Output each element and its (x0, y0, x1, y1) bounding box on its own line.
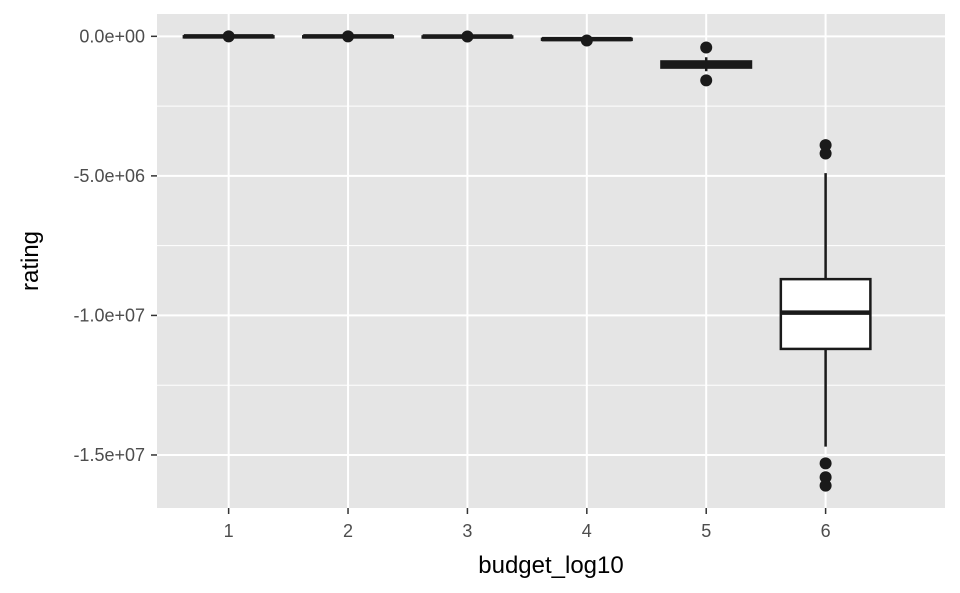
outlier-point (342, 30, 355, 43)
box-category-4 (540, 34, 633, 47)
outlier-point (819, 147, 832, 160)
outlier-point (819, 471, 832, 484)
x-axis-title: budget_log10 (478, 552, 623, 579)
outlier-point (222, 30, 235, 43)
y-tick-label: 0.0e+00 (79, 26, 145, 46)
box-category-1 (182, 30, 275, 43)
outlier-point (819, 457, 832, 470)
x-axis: 1 2 3 4 5 6 (224, 508, 831, 541)
x-tick-label: 3 (462, 521, 472, 541)
box-category-3 (421, 30, 514, 43)
box-category-2 (302, 30, 395, 43)
y-axis: 0.0e+00 -5.0e+06 -1.0e+07 -1.5e+07 (73, 26, 157, 465)
x-tick-label: 5 (701, 521, 711, 541)
x-tick-label: 6 (821, 521, 831, 541)
box-category-5 (660, 41, 753, 87)
outlier-point (461, 30, 474, 43)
outlier-point (700, 41, 713, 54)
outlier-point (580, 34, 593, 47)
box-category-6 (779, 139, 872, 492)
grid-lines (157, 14, 945, 508)
box-series (182, 30, 872, 492)
y-axis-title: rating (17, 231, 44, 291)
outlier-point (819, 479, 832, 492)
y-tick-label: -1.5e+07 (73, 445, 145, 465)
outlier-point (819, 139, 832, 152)
y-tick-label: -1.0e+07 (73, 305, 145, 325)
x-tick-label: 2 (343, 521, 353, 541)
panel-background (157, 14, 945, 508)
x-tick-label: 1 (224, 521, 234, 541)
outlier-point (700, 74, 713, 87)
x-tick-label: 4 (582, 521, 592, 541)
y-tick-label: -5.0e+06 (73, 166, 145, 186)
